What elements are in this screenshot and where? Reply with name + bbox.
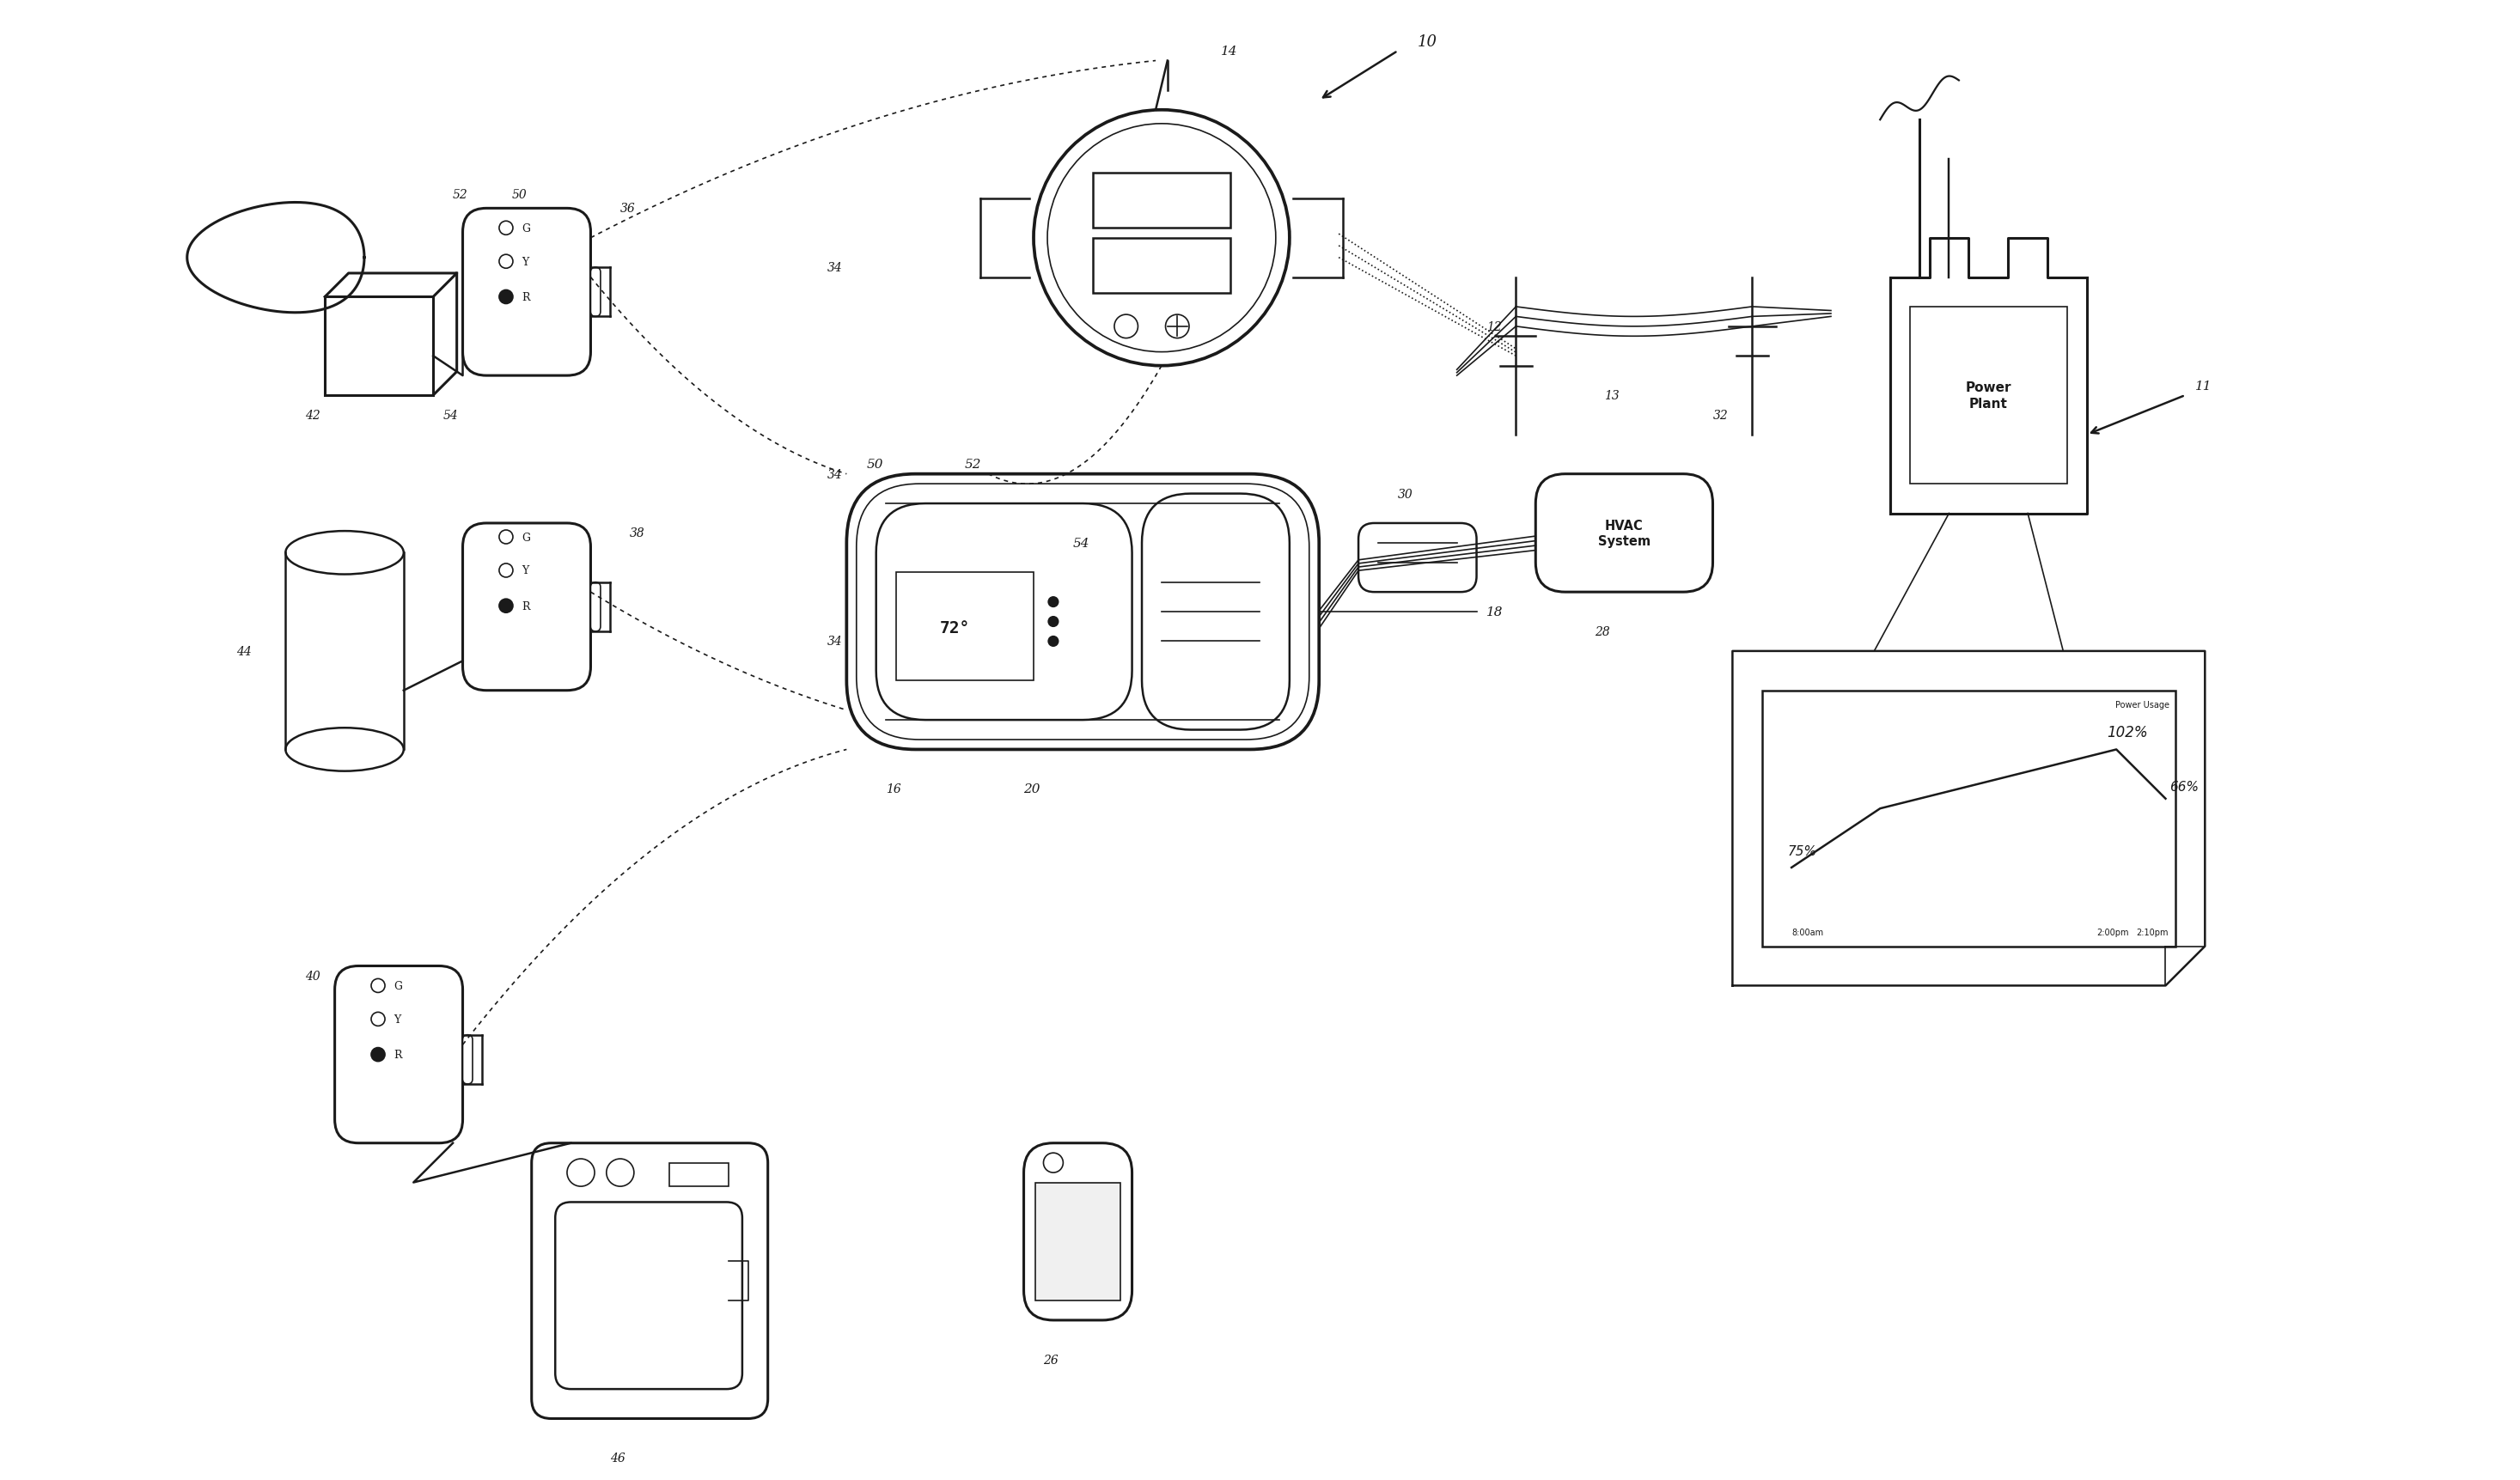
Circle shape [1048,636,1058,647]
Text: 28: 28 [1595,626,1610,638]
FancyBboxPatch shape [590,583,600,632]
Circle shape [499,599,514,613]
Circle shape [1048,598,1058,607]
Text: 18: 18 [1487,607,1502,619]
Bar [1094,238,1230,293]
Bar [325,297,433,395]
Text: G: G [522,531,529,543]
FancyBboxPatch shape [847,475,1318,750]
Bar [670,1163,728,1187]
FancyBboxPatch shape [464,209,590,376]
Text: 30: 30 [1399,488,1414,500]
FancyBboxPatch shape [554,1202,743,1390]
Text: 54: 54 [1074,537,1089,549]
FancyBboxPatch shape [335,966,464,1143]
Text: Power
Plant: Power Plant [1966,380,2011,411]
Text: 32: 32 [1714,410,1729,422]
Text: 34: 34 [827,262,842,274]
Text: Power Usage: Power Usage [2114,700,2170,709]
Text: 40: 40 [305,969,320,983]
Text: 16: 16 [887,783,902,795]
Bar [1910,308,2066,484]
Text: 44: 44 [237,645,252,657]
Text: 10: 10 [1416,34,1436,49]
Bar [1094,173,1230,228]
Circle shape [1048,617,1058,628]
Text: 34: 34 [827,635,842,648]
Text: 11: 11 [2195,380,2213,392]
Text: R: R [522,292,529,303]
FancyBboxPatch shape [532,1143,769,1419]
Text: 2:10pm: 2:10pm [2137,928,2167,937]
Bar [1761,691,2175,947]
Text: 20: 20 [1023,783,1041,795]
Text: 13: 13 [1605,389,1620,401]
Text: 26: 26 [1043,1354,1058,1366]
Text: HVAC
System: HVAC System [1598,519,1651,548]
Text: Y: Y [393,1014,401,1024]
Circle shape [370,1048,386,1061]
FancyBboxPatch shape [590,268,600,317]
Text: R: R [393,1049,403,1060]
Text: 50: 50 [867,459,882,471]
Text: 36: 36 [620,203,635,215]
Text: 14: 14 [1220,46,1237,58]
Text: 72°: 72° [940,620,970,636]
FancyBboxPatch shape [464,524,590,691]
FancyBboxPatch shape [1535,475,1714,592]
Text: 66%: 66% [2170,780,2200,793]
Circle shape [499,290,514,305]
FancyBboxPatch shape [877,505,1131,721]
Text: 102%: 102% [2107,725,2147,740]
FancyBboxPatch shape [1142,494,1290,730]
Bar [895,573,1033,681]
Text: 12: 12 [1487,321,1502,333]
Text: G: G [393,980,403,992]
Text: 34: 34 [827,469,842,481]
Text: 46: 46 [610,1452,625,1464]
Text: 42: 42 [305,410,320,422]
Text: 52: 52 [454,189,469,201]
Text: 52: 52 [965,459,980,471]
Text: 54: 54 [444,410,459,422]
Text: 38: 38 [630,527,645,540]
Text: Y: Y [522,565,529,576]
Text: 8:00am: 8:00am [1792,928,1824,937]
Text: G: G [522,223,529,234]
Text: R: R [522,601,529,611]
FancyBboxPatch shape [464,1035,474,1085]
Text: 50: 50 [512,189,527,201]
Text: 75%: 75% [1787,845,1817,858]
Text: Y: Y [522,256,529,268]
FancyBboxPatch shape [1358,524,1477,592]
FancyBboxPatch shape [1023,1143,1131,1320]
Bar [1036,1183,1121,1301]
FancyBboxPatch shape [857,484,1310,740]
Text: 2:00pm: 2:00pm [2097,928,2129,937]
